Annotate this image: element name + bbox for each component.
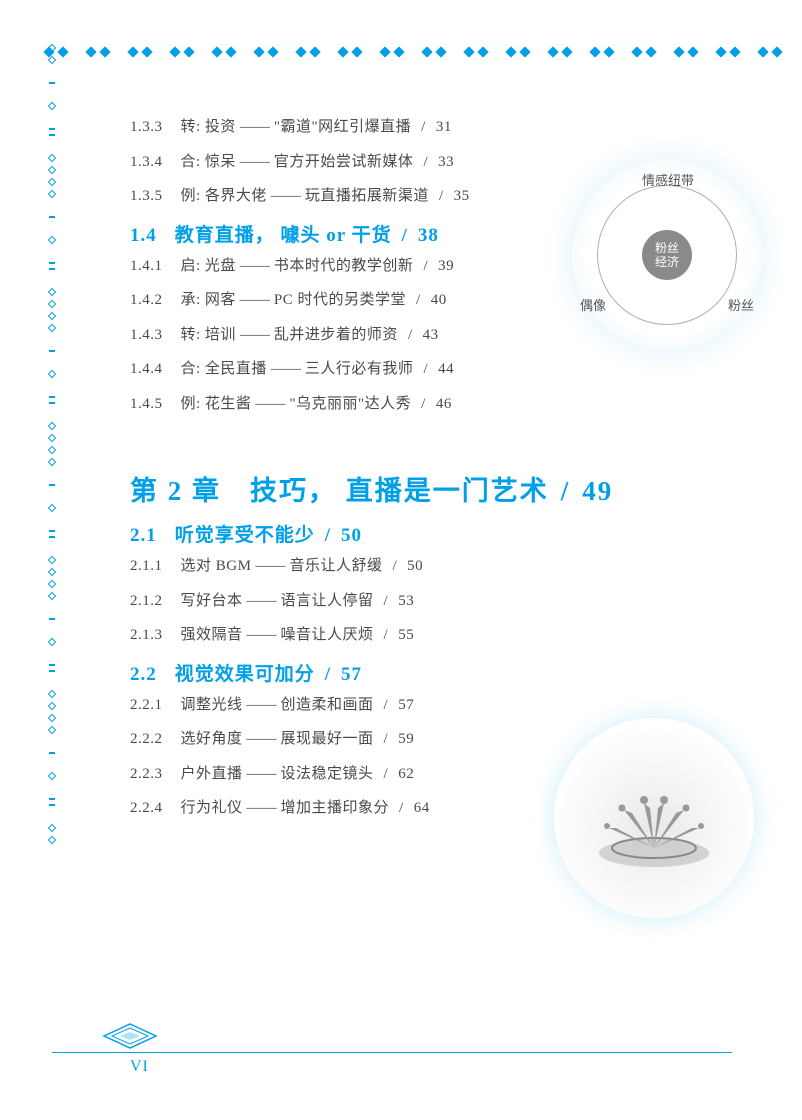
- diagram-right-label: 粉丝: [728, 295, 754, 314]
- border-left: (function(){ var wrap = document.current…: [42, 42, 62, 1042]
- chapter-heading: 第 2 章 技巧， 直播是一门艺术/49: [130, 469, 710, 508]
- toc-entry: 1.3.5例: 各界大佬——玩直播拓展新渠道/35: [130, 179, 710, 214]
- toc-entry: 2.2.1调整光线——创造柔和画面/57: [130, 688, 710, 723]
- toc-entry: 1.4.1启: 光盘——书本时代的教学创新/39: [130, 249, 710, 284]
- footer-rule: [52, 1052, 732, 1053]
- toc-entry: 2.2.2选好角度——展现最好一面/59: [130, 722, 710, 757]
- toc-entry: 1.4.2承: 网客——PC 时代的另类学堂/40: [130, 283, 710, 318]
- section-heading: 2.2视觉效果可加分/57: [130, 659, 710, 686]
- toc-entry: 1.4.3转: 培训——乱并进步着的师资/43: [130, 318, 710, 353]
- toc-entry: 1.3.4合: 惊呆——官方开始尝试新媒体/33: [130, 145, 710, 180]
- page-number: VI: [130, 1058, 149, 1076]
- table-of-contents: 1.3.3转: 投资——"霸道"网红引爆直播/311.3.4合: 惊呆——官方开…: [130, 110, 710, 826]
- toc-entry: 1.3.3转: 投资——"霸道"网红引爆直播/31: [130, 110, 710, 145]
- footer-ornament: [100, 1022, 160, 1052]
- toc-entry: 1.4.4合: 全民直播——三人行必有我师/44: [130, 352, 710, 387]
- toc-entry: 2.2.4行为礼仪——增加主播印象分/64: [130, 791, 710, 826]
- toc-entry: 2.2.3户外直播——设法稳定镜头/62: [130, 757, 710, 792]
- border-top: (function(){ var wrap = document.current…: [42, 42, 717, 62]
- toc-entry: 2.1.2写好台本——语言让人停留/53: [130, 584, 710, 619]
- toc-entry: 1.4.5例: 花生酱——"乌克丽丽"达人秀/46: [130, 387, 710, 422]
- section-heading: 2.1听觉享受不能少/50: [130, 520, 710, 547]
- toc-entry: 2.1.1选对 BGM——音乐让人舒缓/50: [130, 549, 710, 584]
- section-heading: 1.4教育直播， 噱头 or 干货/38: [130, 220, 710, 247]
- toc-entry: 2.1.3强效隔音——噪音让人厌烦/55: [130, 618, 710, 653]
